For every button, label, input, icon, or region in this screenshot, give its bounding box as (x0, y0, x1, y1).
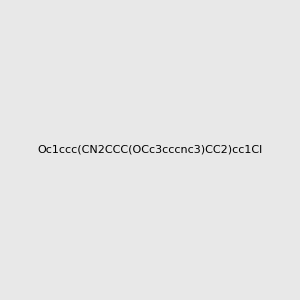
Text: Oc1ccc(CN2CCC(OCc3cccnc3)CC2)cc1Cl: Oc1ccc(CN2CCC(OCc3cccnc3)CC2)cc1Cl (38, 145, 262, 155)
